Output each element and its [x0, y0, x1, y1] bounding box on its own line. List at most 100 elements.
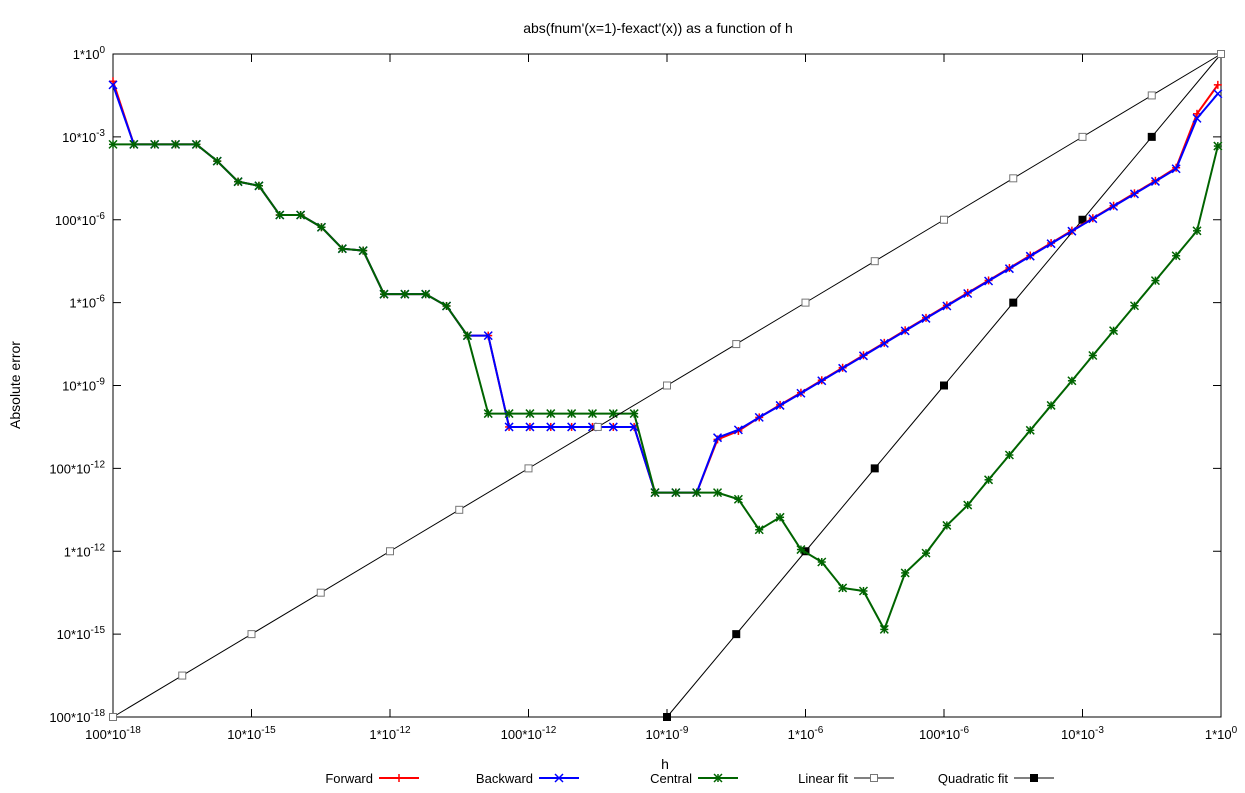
x-tick-label: 1*100	[1205, 725, 1238, 742]
data-point	[1025, 251, 1035, 261]
data-point	[879, 338, 889, 348]
data-point	[754, 412, 764, 422]
x-axis-label: h	[661, 756, 669, 772]
legend-marker	[395, 774, 403, 782]
data-point	[733, 425, 743, 435]
data-point	[984, 276, 994, 286]
series-line	[112, 80, 1219, 494]
data-point	[1009, 298, 1018, 307]
data-point	[817, 376, 827, 386]
data-point	[1171, 251, 1181, 261]
data-point	[671, 488, 681, 498]
data-point	[817, 557, 827, 567]
data-point	[1147, 132, 1156, 141]
data-point	[337, 244, 347, 254]
data-point	[1004, 450, 1014, 460]
data-point	[663, 381, 671, 390]
data-point	[940, 381, 948, 390]
data-point	[171, 139, 181, 149]
y-tick-label: 1*10-12	[64, 542, 106, 559]
data-point	[713, 488, 723, 498]
data-point	[663, 713, 671, 721]
data-point	[386, 547, 394, 556]
x-tick-label: 100*10-18	[85, 725, 141, 742]
data-point	[296, 210, 306, 220]
data-point	[1067, 226, 1077, 236]
x-tick-label: 10*10-15	[227, 725, 276, 742]
data-point	[150, 139, 160, 149]
series-backward	[108, 80, 1223, 498]
series-linear-fit	[109, 50, 1225, 721]
data-point	[504, 422, 514, 432]
legend-label: Central	[650, 771, 692, 786]
x-tick-label: 100*10-6	[919, 725, 970, 742]
legend: Forward Backward Central Linear fit Quadrati…	[325, 771, 1054, 786]
data-point	[1213, 89, 1223, 99]
legend-label: Linear fit	[798, 771, 848, 786]
data-point	[316, 588, 325, 597]
data-point	[400, 289, 410, 299]
data-point	[629, 409, 639, 419]
data-point	[587, 409, 597, 419]
data-point	[801, 298, 810, 307]
y-tick-label: 100*10-6	[55, 211, 106, 228]
data-point	[900, 568, 910, 578]
x-tick-label: 1*10-6	[788, 725, 824, 742]
data-point	[1217, 50, 1225, 58]
y-tick-label: 100*10-18	[49, 708, 105, 725]
data-point	[713, 433, 723, 443]
data-point	[942, 301, 952, 311]
data-point	[1004, 264, 1014, 274]
data-point	[650, 488, 660, 498]
data-point	[358, 246, 368, 256]
data-point	[1088, 214, 1098, 224]
data-point	[963, 288, 973, 299]
series-central	[108, 139, 1223, 634]
data-point	[108, 139, 118, 149]
x-tick-label: 1*10-12	[369, 725, 411, 742]
legend-marker	[1030, 774, 1038, 782]
data-point	[546, 422, 556, 432]
data-point	[879, 624, 889, 634]
y-tick-label: 1*10-6	[69, 294, 105, 311]
data-point	[442, 301, 452, 311]
data-point	[483, 331, 493, 341]
data-point	[775, 512, 785, 522]
data-point	[109, 713, 117, 721]
legend-label: Forward	[325, 771, 373, 786]
data-point	[567, 409, 577, 419]
data-point	[178, 671, 187, 680]
data-point	[775, 400, 785, 410]
data-point	[1213, 80, 1222, 89]
data-point	[421, 289, 431, 299]
data-point	[379, 289, 389, 299]
data-point	[796, 545, 806, 555]
data-point	[593, 422, 602, 431]
data-point	[692, 488, 702, 498]
data-point	[942, 520, 952, 530]
data-point	[191, 139, 201, 149]
data-point	[984, 475, 994, 485]
data-point	[316, 222, 326, 232]
data-point	[796, 388, 806, 398]
data-point	[462, 331, 472, 341]
data-point	[858, 586, 868, 596]
data-point	[754, 525, 764, 535]
data-point	[608, 422, 618, 432]
series-quadratic-fit	[663, 50, 1225, 721]
data-point	[483, 409, 493, 419]
data-point	[1078, 132, 1087, 141]
data-point	[1150, 276, 1160, 286]
data-point	[546, 409, 556, 419]
x-tick-label: 10*10-9	[646, 725, 689, 742]
data-point	[1025, 425, 1035, 435]
y-tick-label: 10*10-3	[62, 128, 105, 145]
data-point	[940, 215, 948, 224]
data-point	[732, 340, 741, 349]
legend-label: Quadratic fit	[938, 771, 1008, 786]
data-point	[733, 494, 743, 504]
data-point	[247, 630, 256, 639]
data-point	[1150, 176, 1160, 186]
data-point	[1088, 350, 1098, 361]
